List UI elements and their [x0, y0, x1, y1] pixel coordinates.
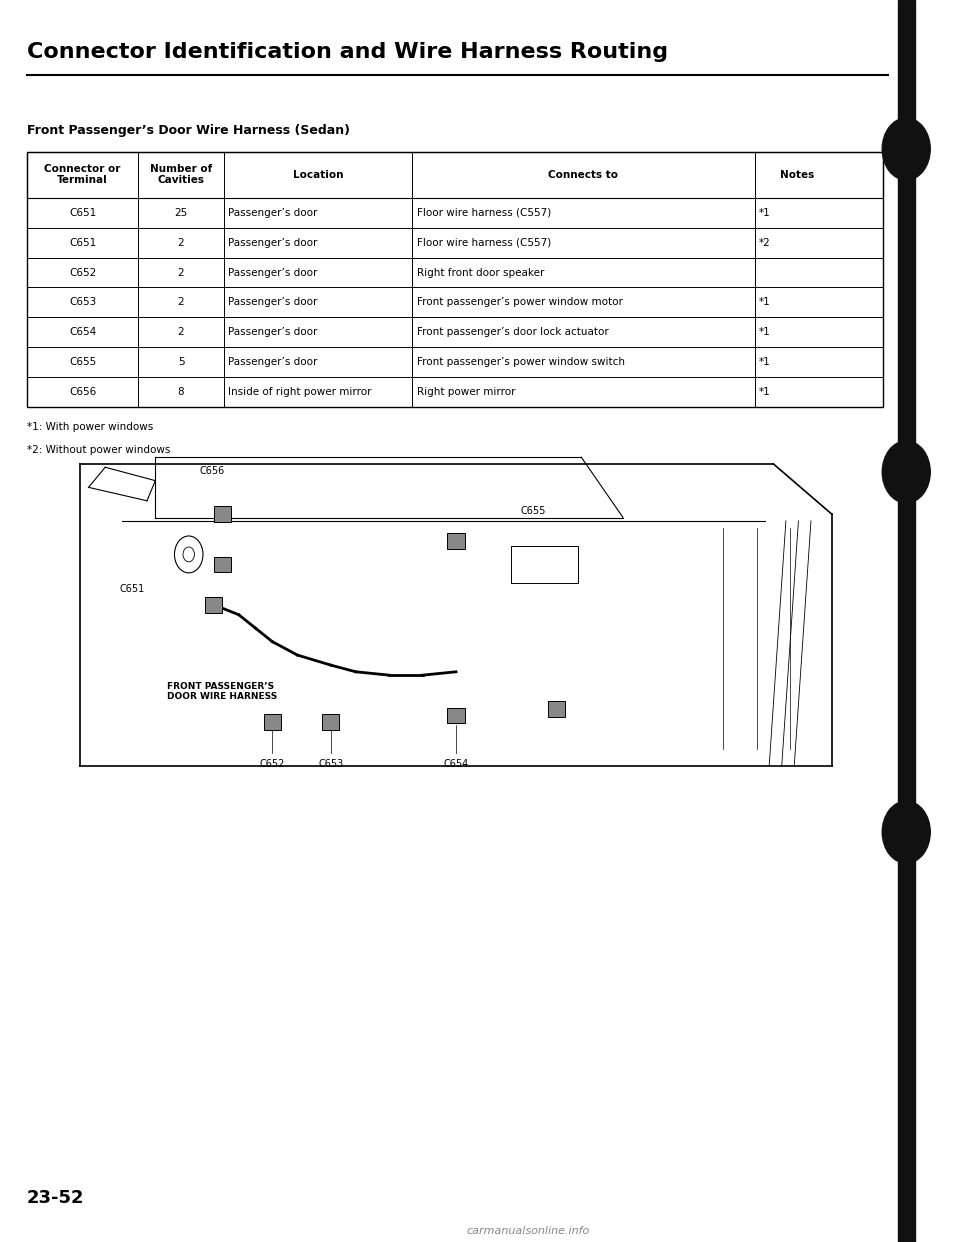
Text: Notes: Notes	[780, 170, 815, 180]
Bar	[322, 714, 340, 730]
Text: *1: *1	[759, 328, 771, 338]
Text: carmanualsonline.info: carmanualsonline.info	[467, 1226, 589, 1236]
Text: C654: C654	[444, 759, 468, 770]
Text: Passenger’s door: Passenger’s door	[228, 328, 318, 338]
Text: C655: C655	[520, 505, 545, 515]
Text: Passenger’s door: Passenger’s door	[228, 298, 318, 308]
Text: Floor wire harness (C557): Floor wire harness (C557)	[417, 237, 551, 247]
Text: Passenger’s door: Passenger’s door	[228, 237, 318, 247]
Text: 2: 2	[178, 328, 184, 338]
Text: *1: *1	[759, 358, 771, 368]
Text: FRONT PASSENGER’S
DOOR WIRE HARNESS: FRONT PASSENGER’S DOOR WIRE HARNESS	[167, 682, 277, 702]
Text: *1: With power windows: *1: With power windows	[27, 422, 154, 432]
Bar	[27, 152, 883, 197]
Text: *2: *2	[759, 237, 771, 247]
Text: 23-52: 23-52	[27, 1190, 84, 1207]
Text: Connects to: Connects to	[548, 170, 618, 180]
Text: C654: C654	[69, 328, 96, 338]
Text: Front Passenger’s Door Wire Harness (Sedan): Front Passenger’s Door Wire Harness (Sed…	[27, 124, 349, 137]
Bar	[447, 708, 465, 723]
Text: Number of
Cavities: Number of Cavities	[150, 164, 212, 185]
Text: Front passenger’s door lock actuator: Front passenger’s door lock actuator	[417, 328, 609, 338]
Bar	[547, 700, 564, 717]
Text: Connector Identification and Wire Harness Routing: Connector Identification and Wire Harnes…	[27, 42, 668, 62]
Circle shape	[882, 801, 930, 863]
Bar	[898, 0, 915, 1242]
Text: 5: 5	[178, 358, 184, 368]
Text: C656: C656	[69, 388, 96, 397]
Text: Floor wire harness (C557): Floor wire harness (C557)	[417, 207, 551, 217]
Text: 2: 2	[178, 267, 184, 277]
Text: *1: *1	[759, 207, 771, 217]
Text: *1: *1	[759, 388, 771, 397]
Text: C651: C651	[69, 237, 96, 247]
Text: 8: 8	[178, 388, 184, 397]
Text: 25: 25	[175, 207, 187, 217]
Text: Passenger’s door: Passenger’s door	[228, 267, 318, 277]
Text: 2: 2	[178, 298, 184, 308]
Text: 2: 2	[178, 237, 184, 247]
Text: *1: *1	[759, 298, 771, 308]
Text: C651: C651	[69, 207, 96, 217]
Bar	[213, 507, 230, 522]
Text: Connector or
Terminal: Connector or Terminal	[44, 164, 121, 185]
Text: Passenger’s door: Passenger’s door	[228, 207, 318, 217]
Text: Inside of right power mirror: Inside of right power mirror	[228, 388, 372, 397]
Bar	[27, 152, 883, 407]
Text: C656: C656	[200, 467, 226, 477]
Text: C652: C652	[69, 267, 96, 277]
Bar	[213, 556, 230, 573]
Circle shape	[882, 118, 930, 180]
Text: C655: C655	[69, 358, 96, 368]
Bar	[447, 533, 465, 549]
Text: Passenger’s door: Passenger’s door	[228, 358, 318, 368]
Text: Location: Location	[293, 170, 344, 180]
Text: C651: C651	[120, 584, 145, 594]
Text: C652: C652	[259, 759, 285, 770]
Bar	[205, 597, 223, 612]
Circle shape	[882, 441, 930, 503]
Bar	[264, 714, 281, 730]
Text: *2: Without power windows: *2: Without power windows	[27, 445, 170, 455]
Text: C653: C653	[69, 298, 96, 308]
Text: Front passenger’s power window motor: Front passenger’s power window motor	[417, 298, 622, 308]
Text: Right power mirror: Right power mirror	[417, 388, 515, 397]
Text: Front passenger’s power window switch: Front passenger’s power window switch	[417, 358, 625, 368]
Text: Right front door speaker: Right front door speaker	[417, 267, 544, 277]
Text: C653: C653	[318, 759, 344, 770]
Bar	[511, 546, 578, 584]
